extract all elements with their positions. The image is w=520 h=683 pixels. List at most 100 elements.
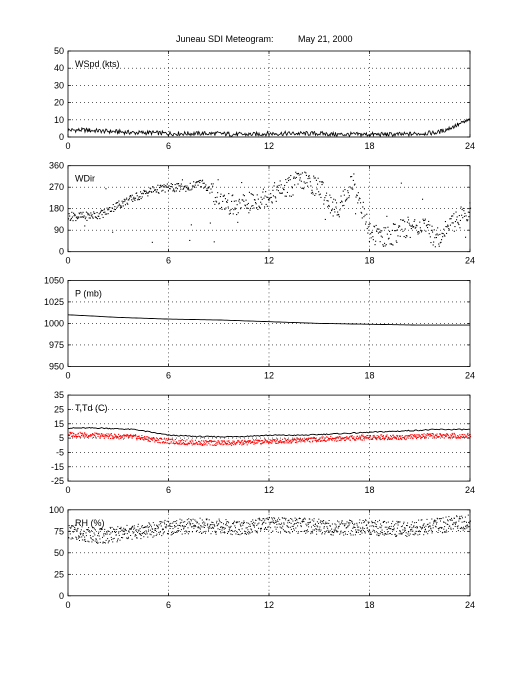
- dewpoint-point: [181, 439, 183, 441]
- dewpoint-point: [208, 440, 210, 442]
- rh-point: [436, 523, 437, 525]
- rh-point: [126, 533, 128, 535]
- dewpoint-point: [112, 438, 114, 440]
- rh-point: [164, 519, 166, 521]
- rh-point: [464, 516, 466, 518]
- wdir-point: [155, 189, 157, 191]
- wdir-point: [323, 203, 325, 205]
- dewpoint-point: [347, 437, 349, 439]
- wdir-point: [163, 184, 165, 186]
- dewpoint-point: [427, 434, 429, 436]
- rh-point: [282, 529, 284, 531]
- rh-point: [157, 526, 159, 528]
- rh-point: [337, 527, 339, 529]
- dewpoint-point: [361, 434, 363, 436]
- wdir-point: [111, 207, 113, 209]
- dewpoint-point: [404, 436, 406, 438]
- dewpoint-point: [70, 433, 72, 435]
- wdir-point: [306, 182, 308, 184]
- wdir-point: [389, 243, 391, 245]
- wdir-point: [241, 182, 243, 184]
- rh-point: [106, 531, 108, 533]
- rh-point: [114, 529, 116, 531]
- dewpoint-point: [102, 433, 104, 435]
- rh-point: [434, 521, 436, 523]
- rh-point: [186, 524, 187, 526]
- dewpoint-point: [81, 432, 83, 434]
- dewpoint-point: [470, 436, 472, 438]
- wdir-point: [97, 215, 99, 217]
- wdir-point: [272, 195, 274, 197]
- rh-point: [297, 531, 299, 533]
- dewpoint-point: [362, 434, 364, 436]
- rh-point: [95, 529, 96, 531]
- plot-frame: [67, 165, 471, 253]
- rh-point: [356, 532, 357, 533]
- wdir-point: [334, 199, 336, 201]
- rh-point: [109, 526, 111, 528]
- wdir-point: [376, 230, 378, 232]
- rh-point: [73, 531, 75, 532]
- rh-point: [91, 530, 92, 532]
- rh-point: [380, 527, 382, 529]
- wdir-point: [423, 220, 425, 222]
- rh-point: [181, 519, 183, 521]
- rh-point: [277, 531, 279, 533]
- rh-point: [322, 532, 323, 534]
- wdir-point: [182, 188, 184, 190]
- rh-point: [178, 530, 179, 532]
- dewpoint-point: [226, 442, 228, 444]
- dewpoint-point: [158, 439, 160, 441]
- wdir-point: [410, 225, 412, 227]
- rh-point: [449, 519, 451, 520]
- rh-point: [145, 530, 147, 532]
- wdir-point: [222, 200, 224, 202]
- wdir-point: [94, 212, 96, 214]
- wdir-point: [149, 190, 151, 192]
- wdir-point: [95, 217, 97, 219]
- dewpoint-point: [135, 434, 137, 436]
- wdir-point: [300, 173, 302, 175]
- dewpoint-point: [242, 443, 244, 445]
- rh-point: [340, 532, 342, 534]
- rh-point: [225, 524, 227, 526]
- rh-point: [226, 525, 228, 527]
- y-tick-label: -15: [51, 462, 64, 472]
- rh-point: [163, 531, 165, 533]
- dewpoint-point: [457, 435, 459, 437]
- dewpoint-point: [316, 440, 318, 442]
- wdir-point: [457, 221, 459, 223]
- wdir-point: [92, 216, 94, 218]
- rh-point: [381, 529, 383, 531]
- rh-point: [450, 528, 452, 530]
- plot-frame: [67, 279, 471, 367]
- rh-point: [83, 530, 85, 532]
- dewpoint-point: [266, 441, 268, 443]
- wdir-point: [98, 215, 100, 217]
- rh-point: [312, 529, 314, 531]
- wdir-point: [324, 197, 326, 199]
- rh-point: [257, 523, 259, 525]
- y-tick-label: 35: [54, 390, 64, 400]
- rh-point: [107, 530, 109, 532]
- rh-point: [120, 528, 122, 530]
- wdir-point: [387, 238, 389, 240]
- rh-point: [465, 526, 467, 528]
- dewpoint-point: [386, 439, 388, 441]
- wdir-point: [231, 195, 233, 197]
- rh-point: [70, 527, 72, 529]
- rh-point: [283, 522, 285, 524]
- rh-point: [396, 520, 398, 522]
- dewpoint-point: [315, 439, 317, 441]
- rh-point: [327, 531, 329, 533]
- wdir-point: [462, 217, 464, 219]
- rh-point: [178, 530, 180, 531]
- dewpoint-point: [225, 442, 227, 444]
- wdir-point: [274, 182, 276, 184]
- dewpoint-point: [433, 437, 435, 439]
- rh-point: [255, 520, 257, 521]
- rh-point: [411, 528, 413, 530]
- wdir-point: [317, 183, 319, 185]
- wdir-point: [356, 194, 358, 196]
- rh-point: [413, 534, 415, 536]
